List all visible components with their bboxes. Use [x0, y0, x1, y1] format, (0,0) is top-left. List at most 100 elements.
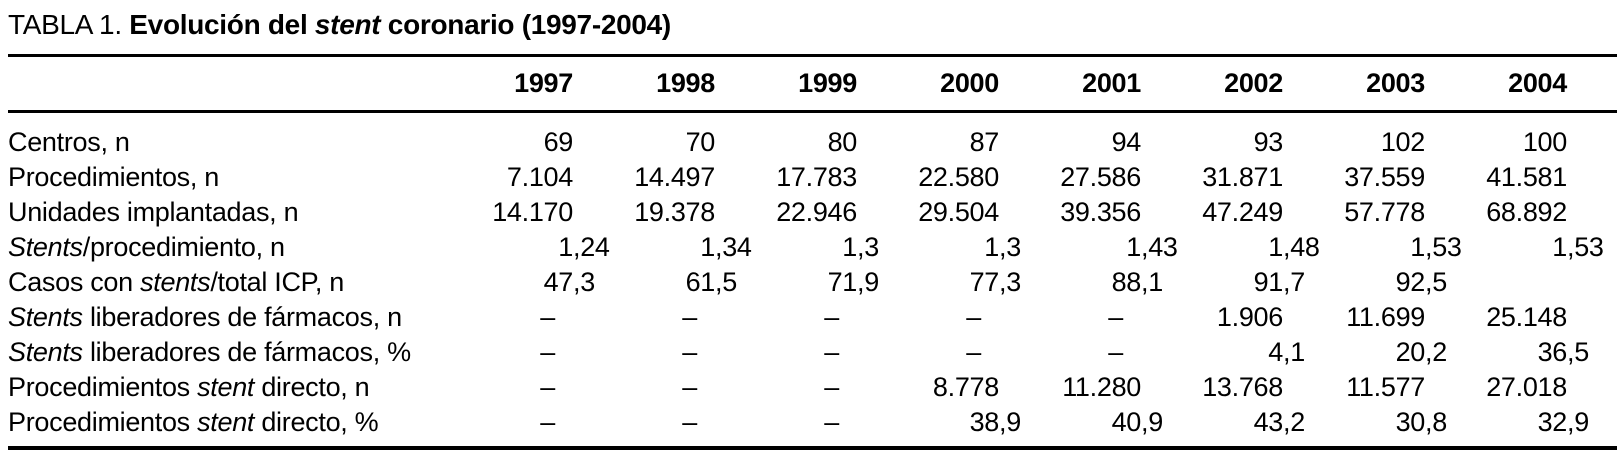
row-label: Casos con stents/total ICP, n	[8, 265, 481, 300]
value-cell: –	[1108, 337, 1123, 367]
row-label: Stents/procedimiento, n	[8, 230, 481, 265]
value-cell: –	[966, 337, 981, 367]
year-header: 2002	[1224, 68, 1283, 98]
table-row: Procedimientos stent directo, % – – – 38,9 40…	[8, 405, 1617, 440]
value-integer-part: 77	[969, 267, 1000, 297]
value-integer-part: 1	[700, 232, 715, 262]
value-cell: –	[682, 372, 697, 402]
table-row: Procedimientos, n 7.104 14.497 17.783 22.580…	[8, 160, 1617, 195]
row-label-segment: Procedimientos, n	[8, 162, 220, 192]
row-label-segment: Stents	[8, 302, 83, 332]
value-cell: 1,48	[1268, 232, 1320, 262]
value-cell: 47,3	[543, 267, 596, 297]
table-row: Stents liberadores de fármacos, n – – – – – 1.…	[8, 300, 1617, 335]
value-cell: 17.783	[776, 162, 857, 192]
value-cell: 61,5	[685, 267, 738, 297]
value-cell: –	[1108, 302, 1123, 332]
value-cell: 37.559	[1344, 162, 1425, 192]
row-label-segment: /procedimiento, n	[82, 232, 285, 262]
year-header: 1997	[514, 68, 573, 98]
value-cell: 1,3	[984, 232, 1021, 262]
row-label-segment: Unidades implantadas, n	[8, 197, 299, 227]
table-row: Stents/procedimiento, n 1,24 1,34 1,3 1,3 1,4…	[8, 230, 1617, 265]
value-cell: 1,43	[1126, 232, 1178, 262]
rule-bottom	[8, 446, 1617, 450]
value-cell: 39.356	[1060, 197, 1141, 227]
value-cell: 93	[1253, 127, 1284, 157]
value-integer-part: 1	[1126, 232, 1141, 262]
value-cell: 19.378	[634, 197, 715, 227]
value-cell: 11.577	[1346, 372, 1425, 402]
value-cell: –	[682, 337, 697, 367]
value-cell: 1,24	[558, 232, 610, 262]
value-cell: 80	[827, 127, 858, 157]
value-integer-part: 1	[984, 232, 999, 262]
row-label-segment: Stents	[8, 232, 83, 262]
table-caption-segment: coronario (1997-2004)	[380, 9, 671, 40]
value-cell: –	[824, 302, 839, 332]
value-cell: 40,9	[1111, 407, 1164, 437]
value-integer-part: 47	[543, 267, 574, 297]
row-label: Centros, n	[8, 125, 481, 160]
value-cell: 7.104	[506, 162, 573, 192]
value-cell: 31.871	[1202, 162, 1283, 192]
value-cell: –	[540, 407, 555, 437]
row-label-segment: liberadores de fármacos, n	[82, 302, 402, 332]
value-integer-part: 30	[1395, 407, 1426, 437]
value-integer-part: 20	[1395, 337, 1426, 367]
row-label: Procedimientos stent directo, n	[8, 370, 481, 405]
value-cell: 29.504	[918, 197, 999, 227]
value-cell: 4,1	[1268, 337, 1305, 367]
value-integer-part: 43	[1253, 407, 1284, 437]
value-integer-part: 61	[685, 267, 716, 297]
value-cell: 69	[543, 127, 574, 157]
value-cell: 25.148	[1486, 302, 1567, 332]
value-cell: –	[824, 372, 839, 402]
value-cell: 77,3	[969, 267, 1022, 297]
value-cell: 22.580	[918, 162, 999, 192]
value-cell: 71,9	[827, 267, 880, 297]
table-row: Casos con stents/total ICP, n 47,3 61,5 71,…	[8, 265, 1617, 300]
value-cell: 102	[1380, 127, 1425, 157]
value-cell: 47.249	[1202, 197, 1283, 227]
value-cell: 1.906	[1216, 302, 1283, 332]
value-integer-part: 88	[1111, 267, 1142, 297]
year-header: 1998	[656, 68, 715, 98]
value-cell: 88,1	[1111, 267, 1164, 297]
value-cell: 11.699	[1346, 302, 1425, 332]
row-label: Procedimientos stent directo, %	[8, 405, 481, 440]
row-label: Procedimientos, n	[8, 160, 481, 195]
value-integer-part: 1	[1552, 232, 1567, 262]
year-header: 2003	[1366, 68, 1425, 98]
value-cell: –	[824, 337, 839, 367]
row-label-segment: liberadores de fármacos, %	[82, 337, 411, 367]
value-cell: 92,5	[1395, 267, 1448, 297]
value-cell: 32,9	[1537, 407, 1590, 437]
value-cell: 14.497	[634, 162, 715, 192]
value-cell: 1,3	[842, 232, 879, 262]
value-cell: 22.946	[776, 197, 857, 227]
value-cell: 30,8	[1395, 407, 1448, 437]
value-cell	[1475, 265, 1617, 300]
table-caption: TABLA 1. Evolución del stent coronario (…	[8, 0, 1617, 42]
table-row: Unidades implantadas, n 14.170 19.378 22.94…	[8, 195, 1617, 230]
value-cell: 57.778	[1344, 197, 1425, 227]
value-cell: –	[966, 302, 981, 332]
row-label-segment: Centros, n	[8, 127, 130, 157]
value-cell: 94	[1111, 127, 1142, 157]
table-body: Centros, n 69 70 80 87 94 93 102 100 Procedimient…	[8, 113, 1617, 440]
row-label: Unidades implantadas, n	[8, 195, 481, 230]
value-integer-part: 36	[1537, 337, 1568, 367]
row-label-segment: directo, n	[254, 372, 370, 402]
value-integer-part: 38	[969, 407, 1000, 437]
table-caption-segment: Evolución del	[129, 9, 315, 40]
table-caption-segment: stent	[314, 9, 381, 40]
value-cell: 27.586	[1060, 162, 1141, 192]
value-integer-part: 1	[842, 232, 857, 262]
value-integer-part: 1	[558, 232, 573, 262]
row-label: Stents liberadores de fármacos, %	[8, 335, 481, 370]
value-integer-part: 91	[1253, 267, 1284, 297]
rule-header-bottom	[8, 110, 1617, 113]
table-row: Procedimientos stent directo, n – – – 8.778 1…	[8, 370, 1617, 405]
